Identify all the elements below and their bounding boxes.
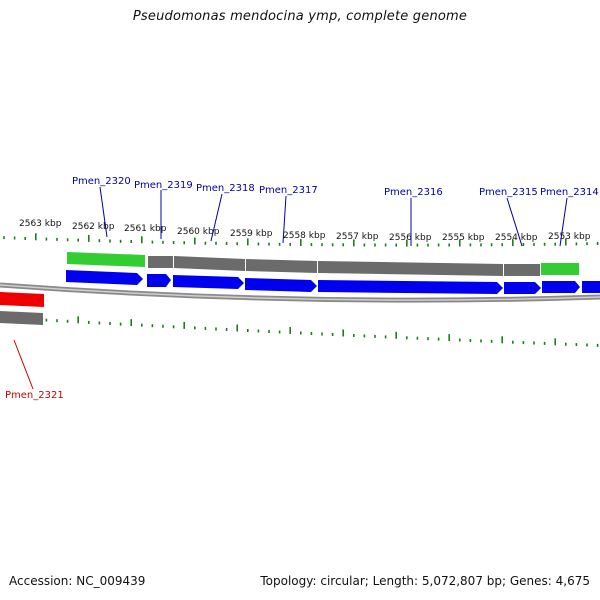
gene-feature-gray[interactable] — [504, 264, 540, 276]
gene-feature-gray[interactable] — [0, 311, 43, 325]
gene-feature-gray[interactable] — [148, 256, 173, 268]
kbp-label: 2558 kbp — [283, 231, 326, 241]
cds-arrow[interactable] — [147, 274, 171, 287]
kbp-label: 2560 kbp — [177, 227, 220, 237]
gene-track-upper — [67, 252, 579, 276]
gene-label-pmen-2314[interactable]: Pmen_2314 — [540, 187, 599, 198]
gene-feature-gray[interactable] — [246, 259, 317, 273]
gene-label-leader — [210, 193, 223, 242]
gene-label-pmen-2320[interactable]: Pmen_2320 — [72, 176, 131, 187]
gene-feature-gray[interactable] — [174, 256, 245, 271]
inner-tick-ruler — [3, 313, 599, 347]
gene-label-pmen-2315[interactable]: Pmen_2315 — [479, 187, 538, 198]
gene-label-pmen-2317[interactable]: Pmen_2317 — [259, 185, 318, 196]
gene-label-group: Pmen_2320 Pmen_2319 Pmen_2318 Pmen_2317 … — [5, 176, 599, 401]
genome-backbone — [0, 282, 600, 303]
gene-label-leader — [506, 197, 523, 247]
outer-tick-ruler — [3, 233, 599, 247]
cds-arrow[interactable] — [582, 281, 600, 293]
kbp-label: 2555 kbp — [442, 233, 485, 243]
gene-feature-green[interactable] — [67, 252, 145, 267]
kbp-label: 2554 kbp — [495, 233, 538, 243]
cds-arrow[interactable] — [542, 281, 580, 293]
genome-title: Pseudomonas mendocina ymp, complete geno… — [132, 9, 468, 24]
gene-label-pmen-2318[interactable]: Pmen_2318 — [196, 183, 255, 194]
kbp-label: 2556 kbp — [389, 233, 432, 243]
kbp-label: 2553 kbp — [548, 232, 591, 242]
accession-label: Accession: NC_009439 — [9, 574, 146, 588]
gene-track-lower — [0, 292, 44, 325]
kbp-label: 2562 kbp — [72, 222, 115, 232]
kbp-label: 2563 kbp — [19, 219, 62, 229]
genome-summary-label: Topology: circular; Length: 5,072,807 bp… — [260, 574, 590, 588]
gene-label-leader — [559, 197, 568, 247]
cds-arrow[interactable] — [504, 282, 541, 294]
cds-arrow[interactable] — [245, 278, 317, 292]
kbp-label: 2559 kbp — [230, 229, 273, 239]
gene-label-leader — [13, 339, 34, 390]
gene-feature-gray[interactable] — [318, 261, 503, 276]
gene-label-pmen-2316[interactable]: Pmen_2316 — [384, 187, 443, 198]
gene-label-pmen-2321[interactable]: Pmen_2321 — [5, 390, 64, 401]
gene-label-leader — [282, 195, 287, 244]
gene-feature-green[interactable] — [541, 263, 579, 275]
gene-label-pmen-2319[interactable]: Pmen_2319 — [134, 180, 193, 191]
cds-track-forward — [66, 270, 600, 294]
cds-arrow[interactable] — [173, 275, 244, 289]
kbp-label-group: 2563 kbp 2562 kbp 2561 kbp 2560 kbp 2559… — [19, 219, 591, 243]
cds-arrow[interactable] — [318, 280, 503, 294]
gene-feature-red[interactable] — [0, 292, 44, 307]
gene-label-leader — [99, 186, 108, 238]
kbp-label: 2561 kbp — [124, 224, 167, 234]
cds-arrow[interactable] — [66, 270, 143, 285]
kbp-label: 2557 kbp — [336, 232, 379, 242]
